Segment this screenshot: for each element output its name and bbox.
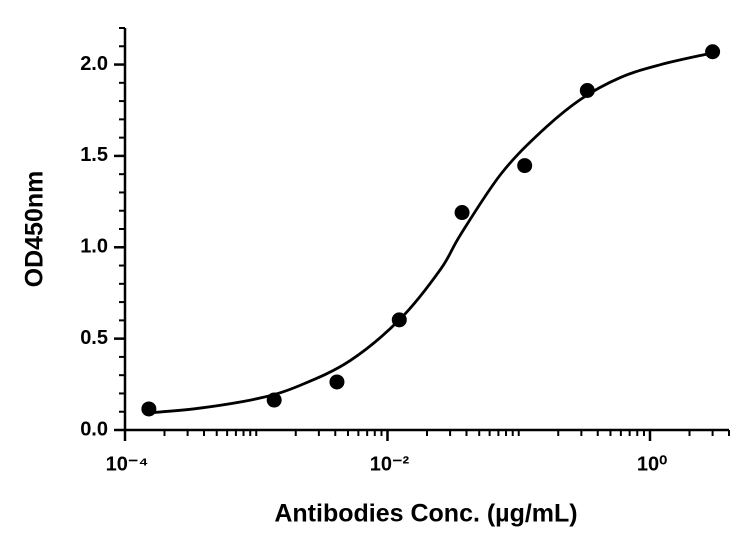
fit-curve: [147, 52, 710, 415]
data-point: [705, 44, 721, 60]
x-axis-title: Antibodies Conc. (µg/mL): [274, 500, 577, 528]
data-point: [329, 374, 345, 390]
y-tick-label: 0.0: [80, 418, 108, 440]
y-tick-label: 1.5: [80, 144, 108, 166]
x-tick-label: 10⁰: [637, 453, 667, 475]
y-tick-label: 1.0: [80, 236, 108, 258]
x-tick-label: 10⁻⁴: [106, 453, 149, 475]
x-tick-label: 10⁻²: [370, 453, 410, 475]
y-axis-title: OD450nm: [21, 171, 49, 288]
data-point: [454, 205, 470, 221]
data-point: [517, 158, 533, 174]
y-tick-label: 2.0: [80, 53, 108, 75]
y-tick-label: 0.5: [80, 327, 108, 349]
